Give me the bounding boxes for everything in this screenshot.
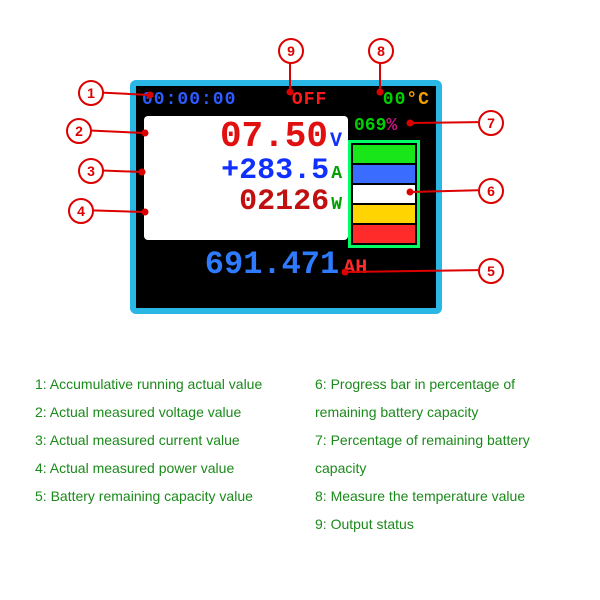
legend-item: 5: Battery remaining capacity value: [35, 482, 285, 510]
legend-item: 6: Progress bar in percentage of remaini…: [315, 370, 565, 426]
callout-3: 3: [78, 158, 104, 184]
legend-item: 4: Actual measured power value: [35, 454, 285, 482]
callout-4: 4: [68, 198, 94, 224]
legend-item: 3: Actual measured current value: [35, 426, 285, 454]
capacity-unit: AH: [343, 257, 367, 280]
callout-1: 1: [78, 80, 104, 106]
power-unit: W: [331, 195, 342, 215]
running-timer: 00:00:00: [142, 90, 236, 114]
battery-percent: 069%: [354, 116, 397, 136]
battery-bar-segment: [353, 145, 415, 163]
voltage-unit: V: [330, 130, 342, 153]
callout-8: 8: [368, 38, 394, 64]
voltage-value: 07.50: [220, 116, 328, 157]
legend-item: 7: Percentage of remaining battery capac…: [315, 426, 565, 482]
percent-icon: %: [386, 116, 397, 136]
battery-bar-segment: [353, 205, 415, 223]
meter-device: 00:00:00 OFF 00°C 07.50V +283.5A 02126W …: [130, 80, 442, 314]
temperature-value: 00: [383, 90, 407, 110]
legend-item: 8: Measure the temperature value: [315, 482, 565, 510]
temperature: 00°C: [383, 90, 430, 114]
output-status: OFF: [292, 90, 327, 114]
callout-5: 5: [478, 258, 504, 284]
readings-panel: 07.50V +283.5A 02126W: [144, 116, 348, 240]
callout-7: 7: [478, 110, 504, 136]
current-reading: +283.5A: [150, 156, 342, 188]
power-reading: 02126W: [150, 187, 342, 219]
battery-bar: [348, 140, 420, 248]
power-value: 02126: [239, 185, 329, 219]
battery-bar-segment: [353, 225, 415, 243]
legend-item: 2: Actual measured voltage value: [35, 398, 285, 426]
battery-bar-segment: [353, 165, 415, 183]
legend-item: 1: Accumulative running actual value: [35, 370, 285, 398]
capacity-value: 691.471: [205, 246, 339, 283]
meter-screen: 00:00:00 OFF 00°C 07.50V +283.5A 02126W …: [136, 86, 436, 308]
callout-6: 6: [478, 178, 504, 204]
current-unit: A: [331, 164, 342, 184]
capacity-reading: 691.471AH: [136, 246, 436, 283]
legend: 1: Accumulative running actual value2: A…: [35, 370, 565, 538]
battery-percent-value: 069: [354, 116, 386, 136]
temperature-unit: °C: [406, 90, 430, 110]
current-value: +283.5: [221, 154, 329, 188]
callout-9: 9: [278, 38, 304, 64]
legend-item: 9: Output status: [315, 510, 565, 538]
battery-bar-segment: [353, 185, 415, 203]
status-row: 00:00:00 OFF 00°C: [136, 90, 436, 114]
callout-2: 2: [66, 118, 92, 144]
voltage-reading: 07.50V: [150, 118, 342, 156]
